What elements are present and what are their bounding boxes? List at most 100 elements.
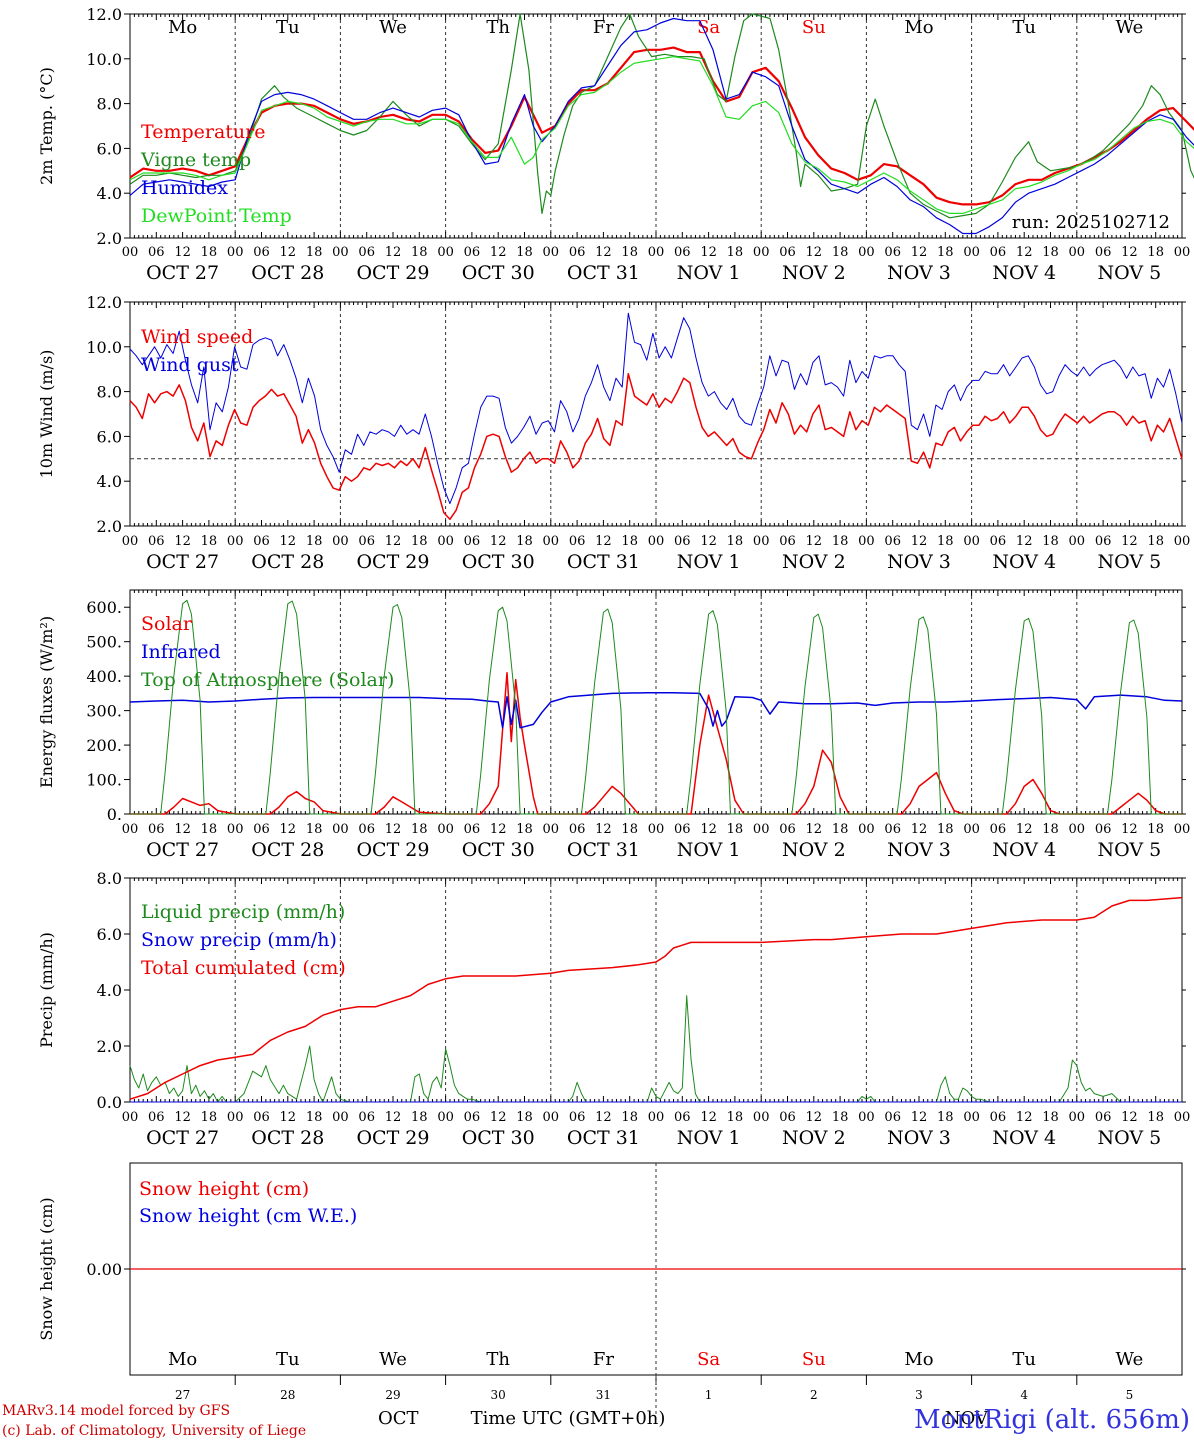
hour-tick-label: 18 — [937, 822, 954, 837]
hour-tick-label: 18 — [1042, 534, 1059, 549]
hour-tick-label: 00 — [122, 822, 139, 837]
weekday-label: Tu — [276, 17, 300, 38]
y-tick-label: 0.00 — [86, 1260, 122, 1279]
day-number: 1 — [705, 1388, 713, 1402]
hour-tick-label: 06 — [1095, 822, 1112, 837]
hour-tick-label: 12 — [385, 1110, 402, 1125]
date-label: OCT 30 — [462, 551, 535, 573]
hour-tick-label: 00 — [753, 245, 770, 260]
hour-tick-label: 06 — [1095, 1110, 1112, 1125]
weekday-label: Th — [486, 17, 510, 38]
hour-tick-label: 12 — [490, 1110, 507, 1125]
date-label: NOV 5 — [1098, 262, 1162, 284]
y-tick-label: 400. — [86, 667, 122, 686]
hour-tick-label: 12 — [280, 1110, 297, 1125]
date-label: NOV 1 — [677, 839, 741, 861]
wind-frame — [129, 301, 1183, 527]
date-label: NOV 2 — [782, 262, 846, 284]
hour-tick-label: 00 — [753, 534, 770, 549]
hour-tick-label: 12 — [911, 534, 928, 549]
date-label: NOV 3 — [887, 551, 951, 573]
hour-tick-label: 12 — [911, 1110, 928, 1125]
hour-tick-label: 18 — [727, 822, 744, 837]
hour-tick-label: 00 — [332, 1110, 349, 1125]
hour-tick-label: 18 — [516, 1110, 533, 1125]
date-label: NOV 1 — [677, 1127, 741, 1149]
month-label: OCT — [378, 1408, 419, 1429]
credit-line-1: MARv3.14 model forced by GFS — [2, 1403, 230, 1419]
date-label: OCT 31 — [567, 262, 640, 284]
hour-tick-label: 12 — [1121, 534, 1138, 549]
hour-tick-label: 06 — [1095, 534, 1112, 549]
hour-tick-label: 06 — [253, 245, 270, 260]
series-dewpoint-temp — [129, 55, 1194, 214]
series-humidex — [129, 17, 1194, 235]
y-tick-label: 500. — [86, 633, 122, 652]
date-label: NOV 4 — [992, 1127, 1056, 1149]
day-number: 2 — [810, 1388, 818, 1402]
hour-tick-label: 06 — [148, 534, 165, 549]
y-tick-label: 2.0 — [97, 229, 122, 248]
date-label: NOV 4 — [992, 839, 1056, 861]
hour-tick-label: 06 — [148, 822, 165, 837]
day-number: 28 — [280, 1388, 295, 1402]
hour-tick-label: 12 — [595, 245, 612, 260]
hour-tick-label: 00 — [332, 822, 349, 837]
hour-tick-label: 06 — [569, 534, 586, 549]
hour-tick-label: 06 — [884, 245, 901, 260]
hour-tick-label: 12 — [595, 822, 612, 837]
hour-tick-label: 06 — [990, 245, 1007, 260]
hour-tick-label: 06 — [253, 1110, 270, 1125]
day-number: 29 — [385, 1388, 400, 1402]
weekday-label: Tu — [1012, 17, 1036, 38]
legend-entry: Humidex — [141, 177, 228, 199]
hour-tick-label: 18 — [621, 534, 638, 549]
date-label: NOV 1 — [677, 262, 741, 284]
hour-tick-label: 00 — [543, 245, 560, 260]
hour-tick-label: 12 — [911, 245, 928, 260]
hour-tick-label: 12 — [490, 245, 507, 260]
hour-tick-label: 06 — [464, 245, 481, 260]
legend-entry: Wind gust — [141, 354, 239, 376]
hour-tick-label: 00 — [963, 822, 980, 837]
date-label: OCT 27 — [146, 262, 219, 284]
date-label: OCT 28 — [251, 551, 324, 573]
hour-tick-label: 00 — [227, 534, 244, 549]
hour-tick-label: 06 — [779, 534, 796, 549]
date-label: NOV 2 — [782, 839, 846, 861]
hour-tick-label: 18 — [306, 822, 323, 837]
hour-tick-label: 00 — [1069, 534, 1086, 549]
hour-tick-label: 12 — [1121, 245, 1138, 260]
date-label: OCT 29 — [356, 1127, 429, 1149]
legend-entry: Wind speed — [141, 326, 253, 348]
day-number: 30 — [491, 1388, 506, 1402]
credit-line-2: (c) Lab. of Climatology, University of L… — [2, 1423, 306, 1439]
legend-entry: DewPoint Temp — [141, 205, 292, 227]
y-tick-label: 8.0 — [97, 869, 122, 888]
day-number: 31 — [596, 1388, 611, 1402]
y-axis-label: 10m Wind (m/s) — [37, 350, 56, 479]
hour-tick-label: 00 — [858, 534, 875, 549]
hour-tick-label: 00 — [963, 534, 980, 549]
hour-tick-label: 06 — [674, 822, 691, 837]
x-axis-label: Time UTC (GMT+0h) — [471, 1408, 666, 1429]
legend-entry: Vigne temp — [140, 149, 251, 171]
hour-tick-label: 06 — [779, 1110, 796, 1125]
date-label: NOV 2 — [782, 551, 846, 573]
date-label: NOV 3 — [887, 262, 951, 284]
hour-tick-label: 00 — [122, 245, 139, 260]
hour-tick-label: 18 — [1147, 1110, 1164, 1125]
y-tick-label: 200. — [86, 736, 122, 755]
legend-entry: Snow height (cm) — [139, 1178, 309, 1200]
hour-tick-label: 00 — [437, 1110, 454, 1125]
y-tick-label: 0.0 — [97, 1093, 122, 1112]
hour-tick-label: 06 — [884, 534, 901, 549]
hour-tick-label: 06 — [1095, 245, 1112, 260]
date-label: OCT 29 — [356, 839, 429, 861]
hour-tick-label: 12 — [1121, 1110, 1138, 1125]
hour-tick-label: 12 — [911, 822, 928, 837]
hour-tick-label: 06 — [358, 534, 375, 549]
series-total-cumulated-cm- — [129, 896, 1183, 1100]
y-tick-label: 8.0 — [97, 95, 122, 114]
